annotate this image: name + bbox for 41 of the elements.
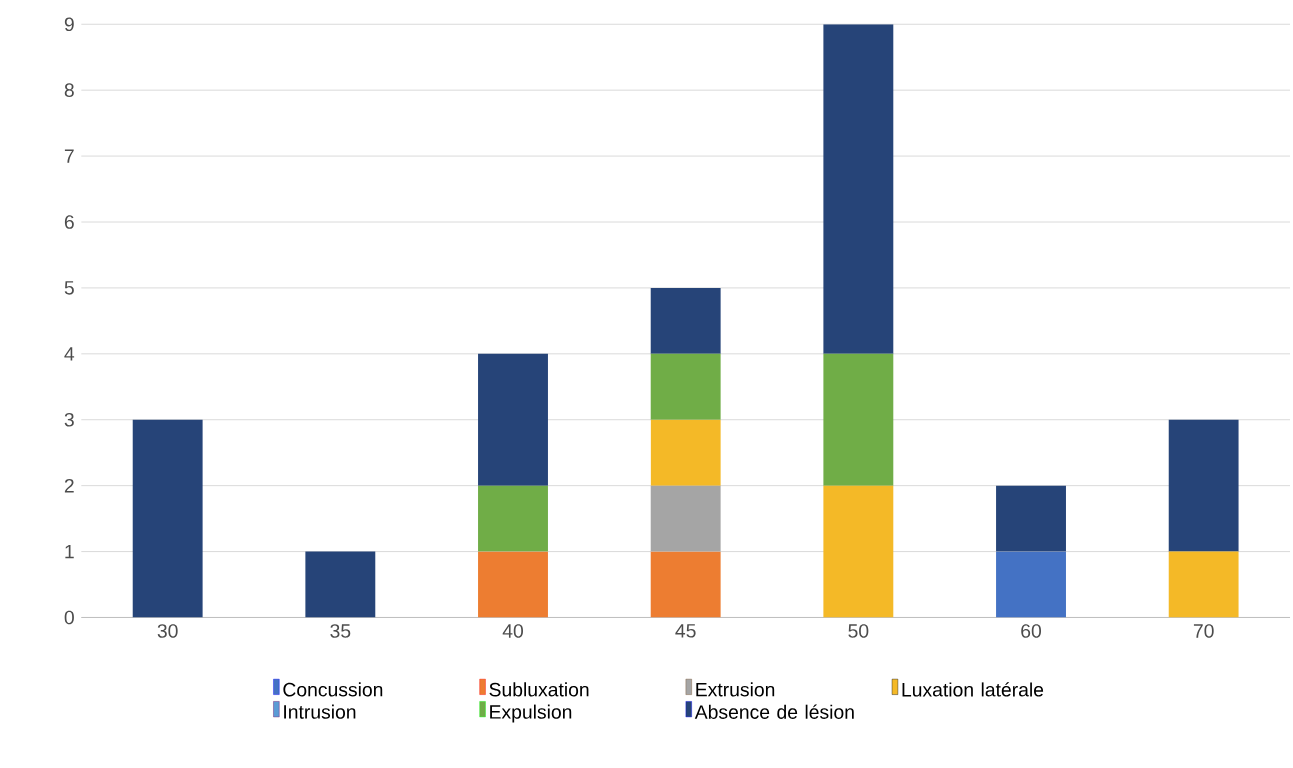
y-tick-label: 2 — [64, 478, 74, 493]
bar — [650, 353, 721, 420]
y-tick-label: 6 — [64, 215, 74, 229]
bar — [650, 551, 721, 618]
bar — [650, 485, 721, 552]
y-tick-label: 8 — [64, 83, 74, 98]
legend-label: Concussion — [283, 682, 383, 697]
bar — [996, 485, 1066, 552]
x-tick-label: 35 — [330, 624, 351, 638]
bar — [305, 551, 376, 618]
bar — [478, 353, 548, 486]
legend-label: Subluxation — [489, 682, 589, 697]
y-tick-label: 0 — [64, 610, 74, 625]
bar — [1168, 419, 1239, 552]
bar — [823, 485, 894, 618]
legend-label: Extrusion — [696, 682, 775, 697]
bar — [650, 287, 721, 354]
legend-label: Expulsion — [490, 704, 572, 723]
bar — [478, 551, 548, 618]
y-tick-label: 4 — [64, 347, 75, 361]
legend-label: Luxation latérale — [902, 682, 1044, 697]
y-tick-label: 7 — [64, 149, 74, 163]
x-tick-label: 30 — [157, 624, 178, 638]
x-tick-label: 45 — [675, 624, 696, 638]
y-tick-label: 1 — [65, 544, 74, 559]
bar — [823, 353, 894, 486]
y-tick-label: 5 — [64, 281, 74, 295]
y-tick-label: 3 — [64, 412, 74, 427]
bar — [478, 485, 548, 552]
bar — [996, 551, 1066, 618]
y-tick-label: 9 — [64, 17, 74, 32]
x-tick-label: 50 — [848, 624, 869, 638]
x-tick-label: 60 — [1021, 624, 1042, 638]
x-tick-label: 70 — [1193, 624, 1214, 638]
x-tick-label: 40 — [502, 624, 523, 638]
bar — [823, 24, 894, 354]
legend-label: Absence de lésion — [694, 704, 854, 719]
bar — [650, 419, 721, 486]
bar — [1168, 551, 1239, 618]
legend-label: Intrusion — [284, 704, 356, 719]
bar — [132, 419, 203, 618]
